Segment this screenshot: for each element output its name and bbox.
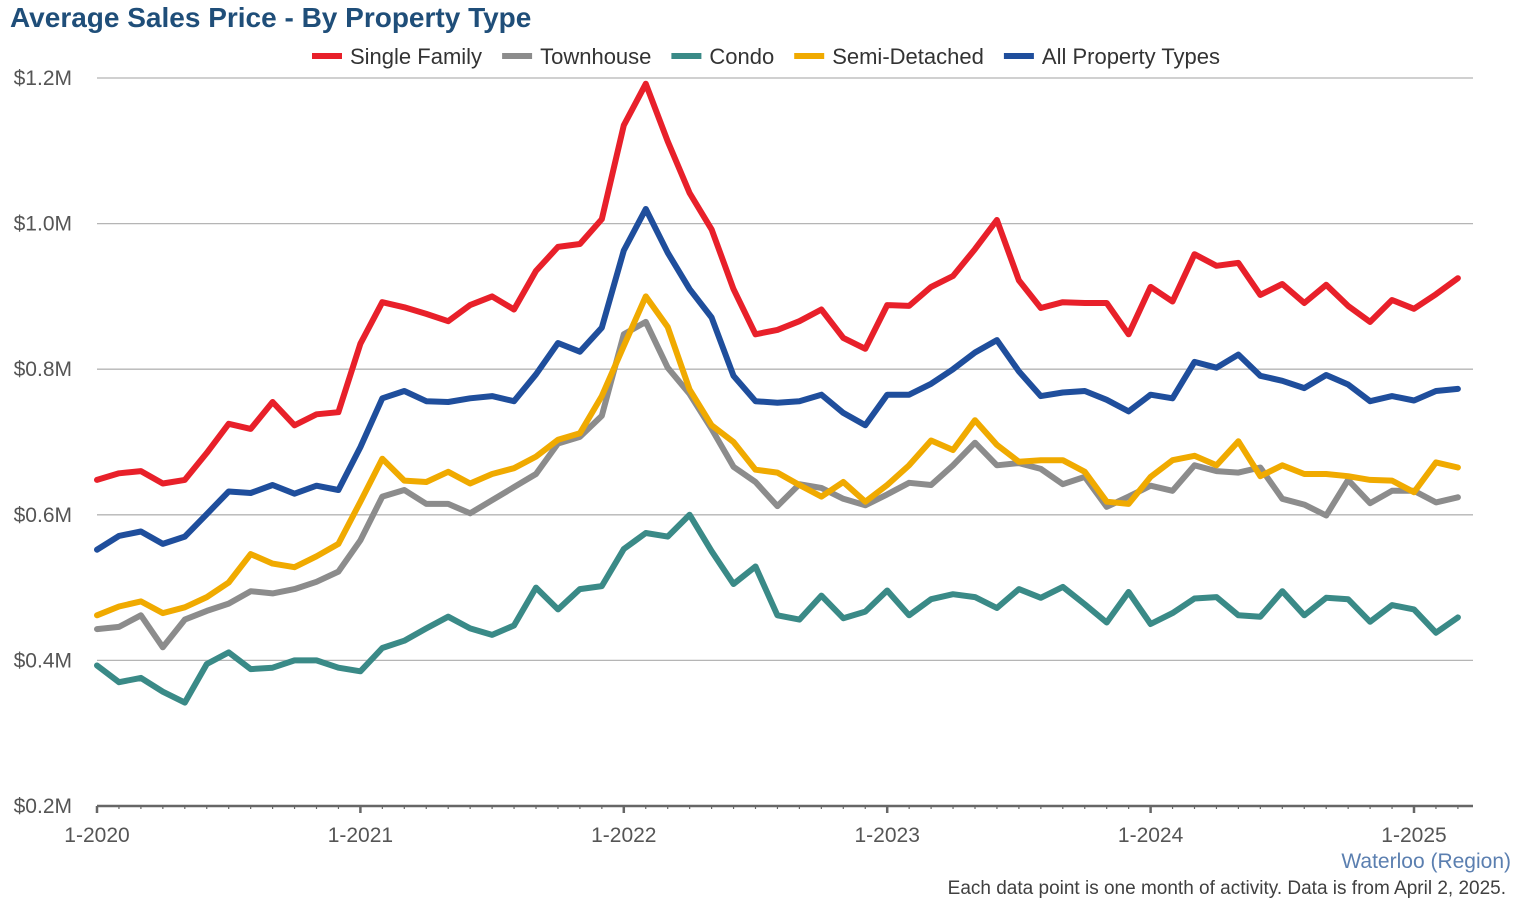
y-tick-label: $0.8M [14,358,72,381]
gridlines [97,77,1473,662]
legend-label: Single Family [350,44,482,69]
legend-item: Single Family [312,44,482,69]
legend-item: All Property Types [1003,44,1220,69]
y-tick-label: $0.6M [14,504,72,527]
x-tick-label: 1-2025 [1381,824,1446,847]
legend-label: Townhouse [540,44,651,69]
legend-item: Semi-Detached [794,44,984,69]
series-line-townhouse [94,318,1461,651]
x-tick-label: 1-2021 [328,824,393,847]
x-tick-label: 1-2024 [1118,824,1184,847]
region-label: Waterloo (Region) [1341,850,1511,873]
series-lines [94,80,1461,706]
legend-item: Condo [671,44,774,69]
legend-label: Condo [709,44,774,69]
footnote: Each data point is one month of activity… [947,878,1506,899]
legend-label: Semi-Detached [832,44,984,69]
chart-title: Average Sales Price - By Property Type [10,2,532,33]
series-line-all-property-types [94,206,1461,553]
x-tick-label: 1-2020 [64,824,129,847]
y-tick-label: $0.4M [14,649,72,672]
x-tick-label: 1-2023 [855,824,920,847]
legend: Single Family Townhouse Condo Semi-Detached… [312,44,1220,69]
y-tick-label: $1.0M [14,213,72,236]
series-line-single-family [94,80,1461,487]
y-tick-label: $1.2M [14,67,72,90]
y-tick-label: $0.2M [14,795,72,818]
x-tick-label: 1-2022 [591,824,656,847]
series-line-condo [94,511,1461,706]
series-line-semi-detached [94,293,1461,619]
legend-item: Townhouse [502,44,651,69]
legend-label: All Property Types [1042,44,1220,69]
axes: $0.2M $0.4M $0.6M $0.8M $1.0M $1.2M 1-2020 1-20… [14,67,1473,847]
